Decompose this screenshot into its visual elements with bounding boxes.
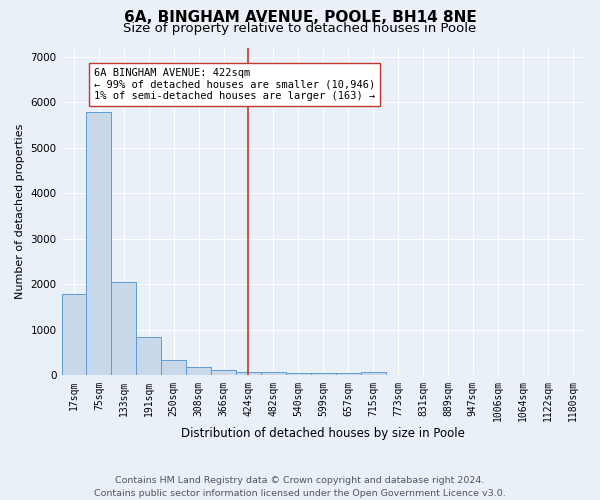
Bar — [261, 372, 286, 376]
Bar — [336, 373, 361, 376]
Text: Size of property relative to detached houses in Poole: Size of property relative to detached ho… — [124, 22, 476, 35]
Text: 6A, BINGHAM AVENUE, POOLE, BH14 8NE: 6A, BINGHAM AVENUE, POOLE, BH14 8NE — [124, 10, 476, 25]
Bar — [361, 372, 386, 376]
Bar — [186, 367, 211, 376]
Text: Contains HM Land Registry data © Crown copyright and database right 2024.
Contai: Contains HM Land Registry data © Crown c… — [94, 476, 506, 498]
X-axis label: Distribution of detached houses by size in Poole: Distribution of detached houses by size … — [181, 427, 465, 440]
Bar — [62, 294, 86, 376]
Text: 6A BINGHAM AVENUE: 422sqm
← 99% of detached houses are smaller (10,946)
1% of se: 6A BINGHAM AVENUE: 422sqm ← 99% of detac… — [94, 68, 375, 101]
Y-axis label: Number of detached properties: Number of detached properties — [15, 124, 25, 299]
Bar — [161, 360, 186, 376]
Bar — [86, 112, 112, 376]
Bar — [236, 372, 261, 376]
Bar — [311, 373, 336, 376]
Bar — [286, 373, 311, 376]
Bar — [112, 282, 136, 376]
Bar — [136, 337, 161, 376]
Bar — [211, 370, 236, 376]
